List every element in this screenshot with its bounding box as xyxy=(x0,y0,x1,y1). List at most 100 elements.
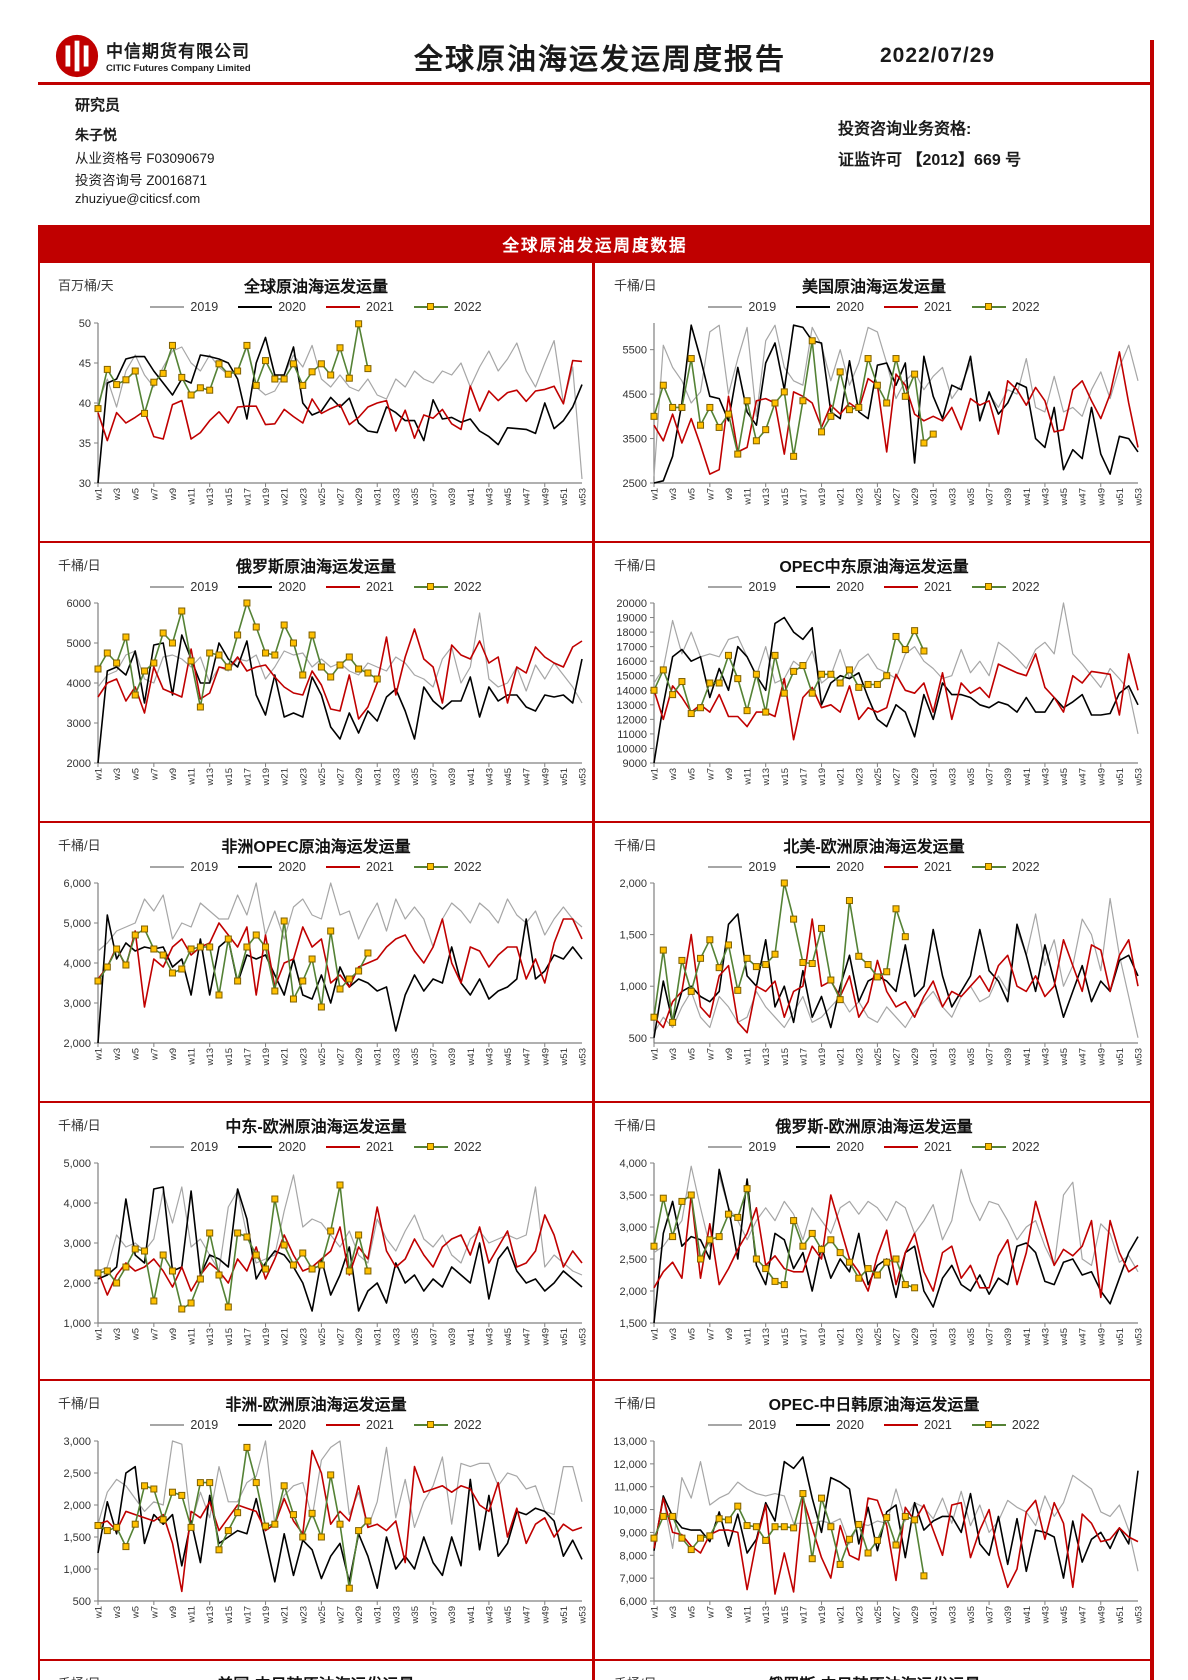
svg-text:w19: w19 xyxy=(261,1048,272,1066)
company-name-en: CITIC Futures Company Limited xyxy=(106,63,251,74)
svg-text:w1: w1 xyxy=(94,768,105,781)
legend-item-2021: 2021 xyxy=(884,860,952,874)
svg-text:w35: w35 xyxy=(410,1328,421,1346)
svg-text:35: 35 xyxy=(79,438,91,450)
svg-text:w9: w9 xyxy=(168,1328,179,1341)
svg-text:w15: w15 xyxy=(224,1328,235,1346)
legend-item-2020: 2020 xyxy=(238,1140,306,1154)
svg-text:w35: w35 xyxy=(410,1048,421,1066)
svg-text:w27: w27 xyxy=(892,1606,903,1624)
svg-text:w33: w33 xyxy=(947,488,958,506)
svg-text:13000: 13000 xyxy=(616,700,647,712)
svg-text:w25: w25 xyxy=(873,488,884,506)
svg-text:12,000: 12,000 xyxy=(613,1459,647,1471)
svg-text:w53: w53 xyxy=(1134,488,1145,506)
svg-text:w17: w17 xyxy=(242,768,253,786)
svg-text:w7: w7 xyxy=(705,768,716,781)
svg-text:w51: w51 xyxy=(559,768,570,786)
svg-text:w17: w17 xyxy=(798,1328,809,1346)
svg-text:30: 30 xyxy=(79,478,91,490)
svg-text:w13: w13 xyxy=(761,768,772,786)
svg-text:w33: w33 xyxy=(947,1606,958,1624)
svg-text:w41: w41 xyxy=(1022,1606,1033,1624)
svg-text:w43: w43 xyxy=(484,1606,495,1624)
chart-canvas-global: 30 35 40 45 50 w1 w3 w5 w7 w9 w11 w13 w15 w17 w19 w21 w2… xyxy=(79,318,589,506)
svg-text:w31: w31 xyxy=(929,768,940,786)
svg-text:w23: w23 xyxy=(298,488,309,506)
svg-text:w39: w39 xyxy=(447,768,458,786)
svg-text:w37: w37 xyxy=(985,1048,996,1066)
section-banner: 全球原油发运周度数据 xyxy=(38,225,1152,263)
svg-text:w23: w23 xyxy=(298,1048,309,1066)
legend-item-2019: 2019 xyxy=(150,300,218,314)
svg-text:w25: w25 xyxy=(873,1048,884,1066)
svg-text:w17: w17 xyxy=(798,1606,809,1624)
chart-unit: 千桶/日 xyxy=(58,1118,101,1133)
license-line1: 投资咨询业务资格: xyxy=(838,121,972,138)
svg-text:w37: w37 xyxy=(429,1328,440,1346)
legend-marker-icon xyxy=(984,1421,992,1428)
svg-text:w29: w29 xyxy=(354,768,365,786)
svg-text:50: 50 xyxy=(79,318,91,330)
svg-text:w15: w15 xyxy=(224,1048,235,1066)
chart-cell-russia: 千桶/日 俄罗斯原油海运发运量 2019 2020 2021 2022 2000 300… xyxy=(42,545,590,821)
svg-text:w47: w47 xyxy=(522,1048,533,1066)
svg-text:w27: w27 xyxy=(336,1048,347,1066)
chart-unit: 千桶/日 xyxy=(58,1673,101,1680)
chart-legend: 2019 2020 2021 2022 xyxy=(42,1137,590,1157)
svg-text:w43: w43 xyxy=(484,488,495,506)
svg-text:w5: w5 xyxy=(131,488,142,501)
chart-legend: 2019 2020 2021 2022 xyxy=(598,297,1150,317)
svg-text:w17: w17 xyxy=(242,1048,253,1066)
chart-cell-me-eu: 千桶/日 中东-欧洲原油海运发运量 2019 2020 2021 2022 1,000… xyxy=(42,1105,590,1379)
svg-text:w47: w47 xyxy=(1078,768,1089,786)
svg-text:w29: w29 xyxy=(354,1048,365,1066)
svg-text:w5: w5 xyxy=(687,488,698,501)
svg-text:w1: w1 xyxy=(94,1606,105,1619)
researcher-label: 研究员 xyxy=(75,97,121,114)
svg-text:w43: w43 xyxy=(1040,1048,1051,1066)
svg-text:w5: w5 xyxy=(131,768,142,781)
svg-text:w33: w33 xyxy=(391,1606,402,1624)
svg-text:2,500: 2,500 xyxy=(619,1254,647,1266)
svg-text:3,500: 3,500 xyxy=(619,1190,647,1202)
chart-cell-af-eu: 千桶/日 非洲-欧洲原油海运发运量 2019 2020 2021 2022 500 1,… xyxy=(42,1383,590,1659)
legend-item-2019: 2019 xyxy=(708,860,776,874)
svg-text:w9: w9 xyxy=(168,1048,179,1061)
svg-text:w33: w33 xyxy=(391,1048,402,1066)
svg-text:w3: w3 xyxy=(112,1606,123,1619)
legend-marker-icon xyxy=(984,303,992,310)
svg-text:10000: 10000 xyxy=(616,743,647,755)
legend-marker-icon xyxy=(426,1143,434,1150)
svg-text:1,500: 1,500 xyxy=(619,930,647,942)
svg-text:w25: w25 xyxy=(317,1606,328,1624)
svg-text:2,000: 2,000 xyxy=(63,1278,91,1290)
svg-text:w21: w21 xyxy=(280,1048,291,1066)
svg-text:w51: w51 xyxy=(559,1606,570,1624)
svg-text:w39: w39 xyxy=(1003,1328,1014,1346)
svg-text:w45: w45 xyxy=(503,768,514,786)
svg-text:w17: w17 xyxy=(798,1048,809,1066)
svg-text:w49: w49 xyxy=(540,1606,551,1624)
svg-text:w15: w15 xyxy=(780,1328,791,1346)
svg-text:w13: w13 xyxy=(761,1048,772,1066)
chart-legend: 2019 2020 2021 2022 xyxy=(598,1415,1150,1435)
chart-legend: 2019 2020 2021 2022 xyxy=(598,857,1150,877)
svg-text:w13: w13 xyxy=(205,488,216,506)
svg-text:4000: 4000 xyxy=(67,678,91,690)
svg-text:w41: w41 xyxy=(1022,768,1033,786)
svg-text:5,000: 5,000 xyxy=(63,1158,91,1170)
chart-legend: 2019 2020 2021 2022 xyxy=(42,297,590,317)
legend-marker-icon xyxy=(984,583,992,590)
grid-divider-row2 xyxy=(38,821,1154,823)
svg-text:8,000: 8,000 xyxy=(619,1550,647,1562)
svg-text:w9: w9 xyxy=(724,1048,735,1061)
svg-text:w41: w41 xyxy=(1022,1048,1033,1066)
svg-text:w35: w35 xyxy=(410,768,421,786)
svg-text:w19: w19 xyxy=(817,768,828,786)
chart-title: 北美-欧洲原油海运发运量 xyxy=(783,839,965,856)
svg-text:w27: w27 xyxy=(336,1328,347,1346)
svg-text:w7: w7 xyxy=(149,1606,160,1619)
svg-text:w51: w51 xyxy=(559,1328,570,1346)
legend-item-2020: 2020 xyxy=(796,1140,864,1154)
